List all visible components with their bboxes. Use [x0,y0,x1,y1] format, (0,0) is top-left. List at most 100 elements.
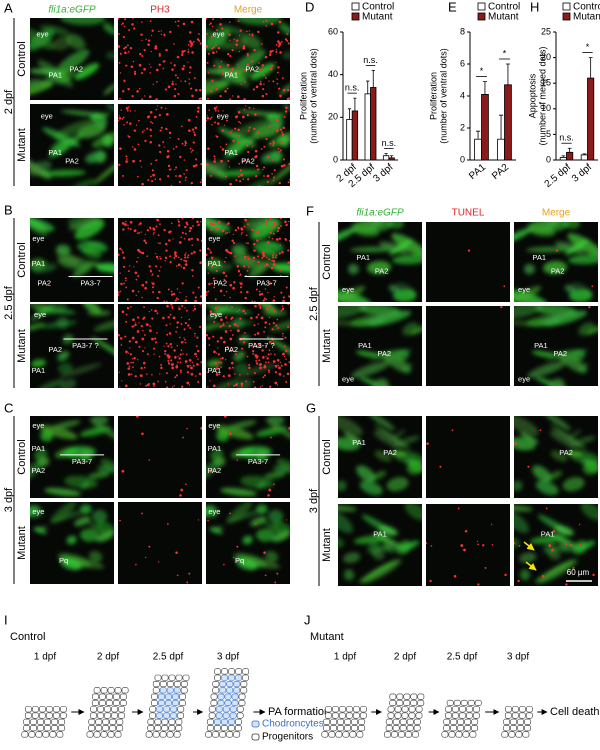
column-header: fli1a:eGFP [48,5,96,16]
signal-dot [250,140,253,143]
signal-dot [229,39,231,41]
signal-dot [120,282,123,286]
tissue [213,60,250,88]
micrograph [118,502,202,584]
signal-dot [180,323,183,326]
signal-dot [147,39,151,42]
signal-dot [176,76,179,79]
signal-dot [183,49,186,53]
signal-dot [151,122,154,124]
signal-dot [261,64,264,67]
signal-dot [126,109,129,112]
signal-dot [128,365,131,368]
cell [233,687,241,694]
signal-dot [229,21,231,23]
signal-dot [206,371,208,373]
green-signal [206,502,290,571]
signal-dot [220,60,223,63]
signal-dot [121,249,123,251]
signal-dot [257,313,260,316]
signal-dot [171,80,174,83]
signal-dot [280,164,284,168]
signal-dot [214,362,218,365]
cell [337,718,345,725]
signal-dot [170,222,173,225]
signal-dot [268,125,271,128]
tissue [214,379,241,388]
signal-dot [229,54,232,58]
error-bar [567,147,572,153]
signal-dot [263,175,265,177]
signal-dot [118,163,121,166]
stage-label: 3 dpf [308,488,320,513]
signal-dot [196,38,200,41]
cell [88,725,96,732]
signal-dot [225,290,228,293]
signal-dot [215,352,218,354]
signal-dot [239,374,241,376]
tissue [567,233,598,256]
cell [344,718,352,725]
cell [503,718,511,725]
signal-dot [138,87,141,90]
signal-dot [238,120,240,123]
tissue [550,424,587,450]
signal-dot [273,176,275,179]
signal-dot [251,34,254,37]
signal-dot [171,306,173,308]
cell [401,706,409,713]
significance-label: n.s. [363,55,378,65]
signal-dot [181,142,184,145]
green-signal [30,18,114,97]
column-header: TUNEL [452,208,485,219]
y-tick-label: 0 [546,154,551,164]
tissue [65,33,86,50]
signal-dot [218,306,220,308]
signal-dot [159,223,161,225]
signal-dot [269,282,272,285]
signal-dot [179,291,181,294]
signal-dot [164,352,167,355]
signal-dot [215,367,218,370]
signal-dot [146,373,148,375]
signal-dot [192,41,195,43]
signal-dot [284,238,288,241]
cell [353,706,360,713]
signal-dot [150,162,153,165]
signal-dot [225,143,228,146]
signal-dot [206,116,210,120]
signal-dot [121,380,123,382]
signal-dot [206,291,208,294]
micrograph-background [426,416,510,498]
signal-dot [227,52,230,56]
signal-dot [171,363,174,366]
signal-dot [151,286,155,289]
micrograph [426,416,510,498]
micrograph: PA2 [514,416,598,498]
signal-dot [150,134,152,137]
signal-dot [283,116,286,118]
signal-dot [260,238,262,240]
signal-dot [189,45,192,48]
legend-label: Progenitors [262,732,313,743]
signal-dot [246,290,249,294]
signal-dot [150,34,153,37]
signal-dot [129,347,131,349]
signal-dot [216,365,219,368]
tissue [548,378,565,386]
signal-dot [572,566,575,569]
structure-label: PA1 [373,529,387,538]
signal-dot [121,221,125,225]
signal-dot [267,494,270,497]
signal-dot [144,286,147,290]
structure-label: PA2 [208,466,222,475]
signal-dot [244,68,247,72]
signal-dot [164,60,166,62]
cell [21,731,29,738]
y-axis-label: (number of ventral dots) [308,48,318,144]
cell [158,699,165,707]
signal-dot [225,175,227,178]
tissue [235,378,253,388]
tissue [50,420,81,430]
signal-dot [221,229,225,233]
